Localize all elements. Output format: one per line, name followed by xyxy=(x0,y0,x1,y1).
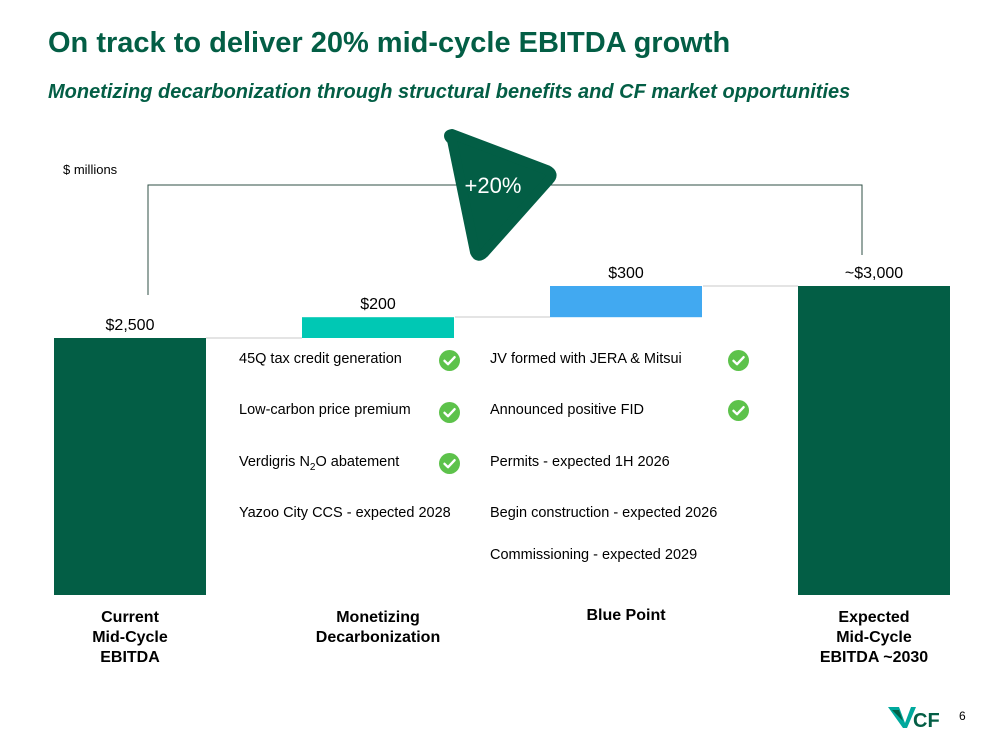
decarb-item-yazoo: Yazoo City CCS - expected 2028 xyxy=(239,505,451,521)
x-category-blue-point: Blue Point xyxy=(586,607,666,624)
decarb-item-premium: Low-carbon price premium xyxy=(239,402,411,418)
bar-decarbonization xyxy=(302,317,454,338)
bluepoint-item-fid: Announced positive FID xyxy=(490,402,644,418)
checkmark-icon xyxy=(439,402,460,423)
growth-triangle-shape xyxy=(444,129,557,261)
bar-value-label: $2,500 xyxy=(106,317,155,334)
bluepoint-item-commissioning: Commissioning - expected 2029 xyxy=(490,547,698,563)
checkmark-icon xyxy=(728,400,749,421)
growth-triangle: +20% xyxy=(444,129,557,261)
growth-label: +20% xyxy=(465,173,522,198)
bar-blue-point xyxy=(550,286,702,318)
decarb-item-45q: 45Q tax credit generation xyxy=(239,351,402,367)
checkmark-icon xyxy=(439,453,460,474)
bar-value-label: $300 xyxy=(608,265,644,282)
page-title: On track to deliver 20% mid-cycle EBITDA… xyxy=(48,27,731,59)
cf-logo: CF xyxy=(888,704,944,735)
page-subtitle: Monetizing decarbonization through struc… xyxy=(48,81,851,103)
checkmark-icon xyxy=(728,350,749,371)
bluepoint-item-jv: JV formed with JERA & Mitsui xyxy=(490,351,682,367)
bar-value-label: $200 xyxy=(360,296,396,313)
bluepoint-item-construction: Begin construction - expected 2026 xyxy=(490,505,718,521)
checkmark-icon xyxy=(439,350,460,371)
x-category-decarbonization: Monetizing Decarbonization xyxy=(315,609,441,646)
waterfall-chart: +20% $2,500 $200 $300 ~$3,000 xyxy=(54,129,950,595)
decarb-item-verdigris: Verdigris N2O abatement xyxy=(239,454,400,473)
cf-logo-icon: CF xyxy=(888,707,940,732)
bar-expected xyxy=(798,286,950,595)
bar-value-label: ~$3,000 xyxy=(845,265,903,282)
units-label: $ millions xyxy=(63,162,118,177)
bluepoint-item-permits: Permits - expected 1H 2026 xyxy=(490,454,670,470)
x-category-current: Current Mid-Cycle EBITDA xyxy=(92,609,168,666)
x-category-expected: Expected Mid-Cycle EBITDA ~2030 xyxy=(819,609,929,666)
logo-text: CF xyxy=(913,710,940,730)
bar-current xyxy=(54,338,206,595)
page-number: 6 xyxy=(959,709,966,723)
